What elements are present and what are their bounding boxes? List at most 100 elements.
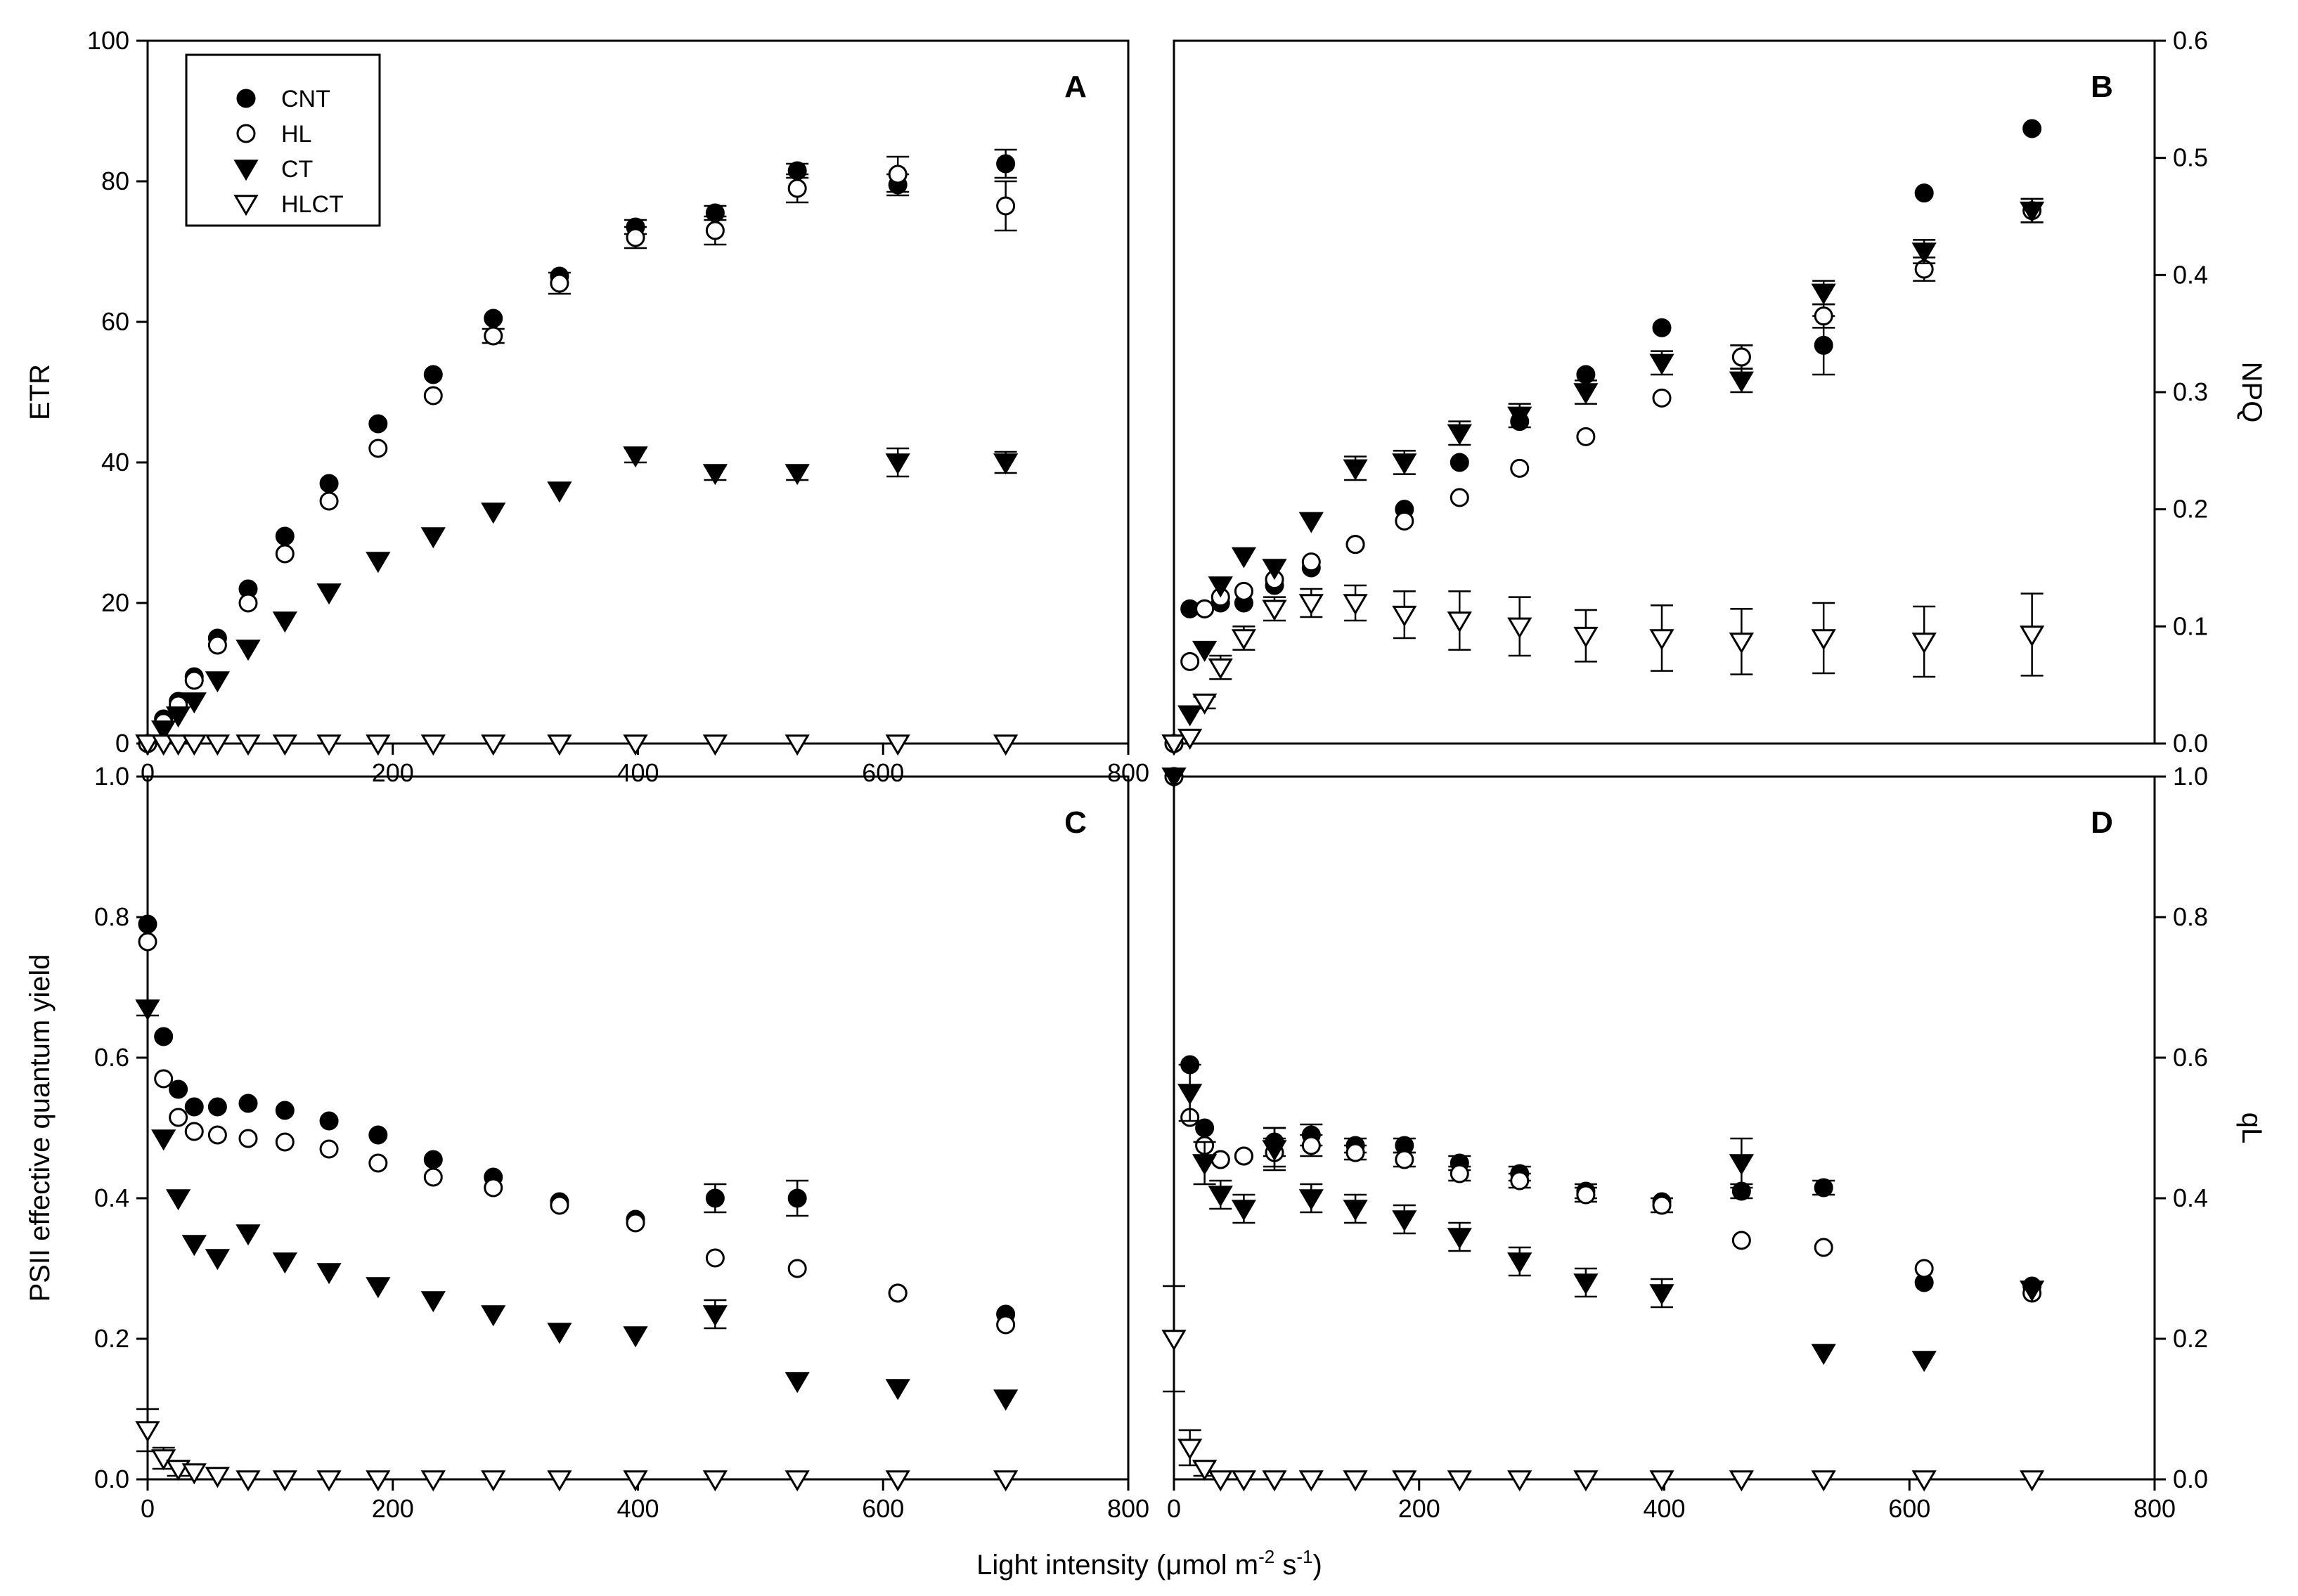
data-point xyxy=(888,164,908,184)
panel-c-y-tick-label: 0.0 xyxy=(94,1465,129,1493)
data-point xyxy=(169,1079,188,1099)
data-point xyxy=(1507,617,1532,639)
panel-a-y-tick-label: 0 xyxy=(115,729,129,758)
legend-marker-hlct xyxy=(233,195,259,216)
data-point xyxy=(1195,1118,1215,1138)
panel-d-series-hlct xyxy=(1161,1285,2045,1492)
x-axis-label-main: Light intensity ( xyxy=(976,1550,1166,1581)
data-point xyxy=(154,1027,174,1046)
data-point xyxy=(207,1097,227,1117)
data-point xyxy=(1208,576,1233,598)
data-point xyxy=(1573,383,1599,405)
data-point xyxy=(272,1252,297,1274)
data-point xyxy=(1192,1154,1218,1176)
data-point xyxy=(993,734,1019,756)
data-point xyxy=(702,734,728,756)
data-point xyxy=(368,414,388,434)
data-point xyxy=(1298,1470,1324,1492)
data-point xyxy=(275,1101,295,1120)
panel-b-series-hl xyxy=(1164,197,2044,753)
data-point xyxy=(316,1263,342,1285)
panel-c-series-hl xyxy=(138,932,1016,1335)
data-point xyxy=(1208,1186,1233,1207)
data-point xyxy=(235,734,261,756)
data-point xyxy=(1161,734,1187,756)
data-point xyxy=(1814,1238,1833,1257)
data-point xyxy=(1161,1330,1187,1351)
data-point xyxy=(1729,1470,1754,1492)
data-point xyxy=(1450,1164,1469,1183)
data-point xyxy=(1447,611,1472,633)
data-point xyxy=(275,1132,295,1152)
data-point xyxy=(423,386,443,406)
x-axis-label-mol: mol m xyxy=(1182,1550,1258,1581)
panel-c-series-cnt xyxy=(138,914,1016,1324)
legend-marker-cnt xyxy=(236,89,256,108)
data-point xyxy=(1343,594,1368,616)
data-point xyxy=(1649,629,1674,651)
data-point xyxy=(785,1470,810,1492)
data-point xyxy=(2020,1280,2045,1302)
data-point xyxy=(138,914,157,934)
data-point xyxy=(1447,1470,1472,1492)
data-point xyxy=(1507,1470,1532,1492)
data-point xyxy=(1301,1136,1321,1155)
data-point xyxy=(1814,335,1833,355)
data-point xyxy=(1262,599,1287,621)
panel-d-x-tick-label: 800 xyxy=(2134,1494,2176,1523)
panel-b-series-cnt xyxy=(1164,119,2042,753)
panel-b-y-tick-label: 0.3 xyxy=(2173,377,2208,406)
data-point xyxy=(1195,599,1215,618)
data-point xyxy=(1573,1273,1599,1295)
data-point xyxy=(1231,1200,1257,1221)
data-point xyxy=(885,734,910,756)
data-point xyxy=(2020,1470,2045,1492)
data-point xyxy=(169,1108,188,1127)
legend-marker-hl xyxy=(236,124,256,143)
data-point xyxy=(181,734,207,756)
data-point xyxy=(996,154,1016,174)
data-point xyxy=(547,734,572,756)
data-point xyxy=(547,1323,572,1344)
panel-c-y-tick-label: 0.2 xyxy=(94,1324,129,1353)
data-point xyxy=(547,1470,572,1492)
data-point xyxy=(1450,488,1469,507)
data-point xyxy=(1811,629,1836,651)
data-point xyxy=(1510,458,1530,478)
panel-d-x-tick-label: 600 xyxy=(1888,1494,1930,1523)
data-point xyxy=(151,720,176,742)
data-point xyxy=(423,365,443,384)
data-point xyxy=(1177,728,1203,750)
data-point xyxy=(1231,629,1257,651)
data-point xyxy=(1914,183,1934,203)
data-point xyxy=(1729,1154,1754,1176)
panel-c-series-ct xyxy=(135,999,1019,1411)
data-point xyxy=(1298,512,1324,533)
data-point xyxy=(1573,626,1599,648)
data-point xyxy=(1301,552,1321,572)
panel-a-y-axis-label: ETR xyxy=(25,364,56,420)
data-point xyxy=(481,1470,506,1492)
data-point xyxy=(1262,1470,1287,1492)
x-axis-label: Light intensity (μmol m-2 s-1) xyxy=(976,1546,1322,1581)
data-point xyxy=(235,640,261,661)
data-point xyxy=(785,734,810,756)
data-point xyxy=(366,1277,391,1299)
data-point xyxy=(885,453,910,475)
panel-a-x-tick-label: 0 xyxy=(141,758,155,787)
data-point xyxy=(205,671,231,693)
data-point xyxy=(484,1178,503,1198)
data-point xyxy=(238,593,258,613)
panel-d-y-tick-label: 0.2 xyxy=(2173,1324,2208,1353)
data-point xyxy=(272,611,297,633)
data-point xyxy=(1507,406,1532,428)
data-point xyxy=(1177,705,1203,727)
data-point xyxy=(366,552,391,573)
data-point xyxy=(138,932,157,952)
data-point xyxy=(235,1224,261,1246)
data-point xyxy=(184,670,204,690)
panel-d-y-axis-label: qL xyxy=(2236,1112,2267,1144)
data-point xyxy=(1392,1210,1417,1232)
